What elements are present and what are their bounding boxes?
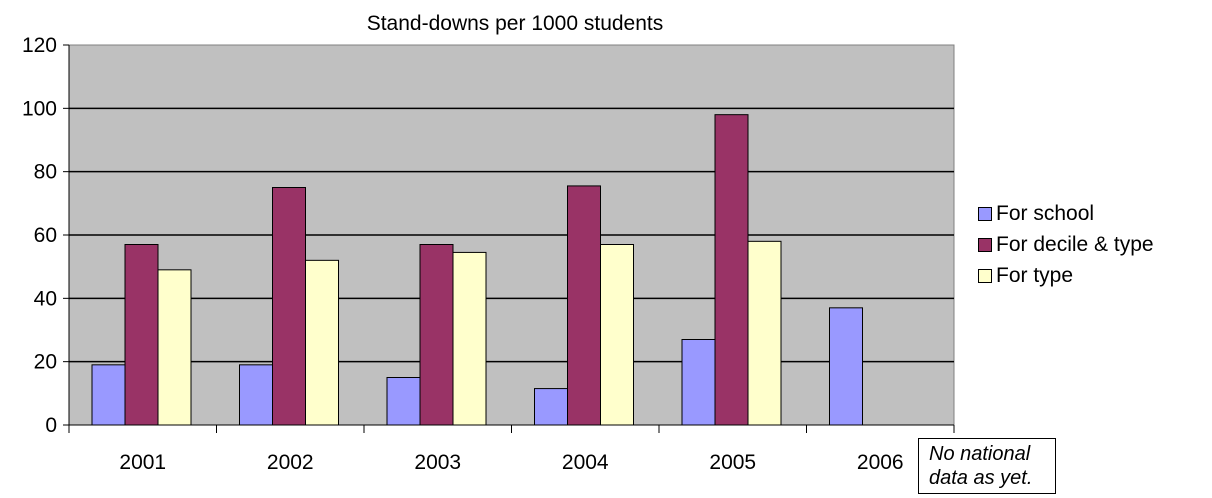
axes: 0 20 40 60 80 100 120 2001 2002 2003 2004 2005 2006	[22, 34, 955, 474]
legend-label-for-type: For type	[996, 263, 1074, 287]
legend-swatch-for-type	[978, 268, 992, 283]
y-tick-label: 60	[34, 224, 57, 247]
bar-for-school-2004	[534, 388, 568, 426]
x-tick-label: 2002	[267, 451, 314, 474]
legend-label-for-decile-type: For decile & type	[996, 232, 1154, 256]
legend-item-for-type: For type	[978, 260, 1154, 291]
x-tick-label: 2006	[857, 451, 904, 474]
x-tick-label: 2005	[709, 451, 756, 474]
bar-for-decile-type-2001	[124, 244, 159, 426]
chart-title: Stand-downs per 1000 students	[367, 12, 664, 35]
legend-swatch-for-school	[978, 206, 992, 221]
y-tick-label: 80	[34, 161, 57, 184]
y-tick-label: 0	[45, 414, 57, 437]
bar-for-type-2001	[157, 269, 192, 426]
bars	[91, 114, 863, 426]
legend: For school For decile & type For type	[978, 198, 1154, 291]
x-tick-label: 2003	[414, 451, 461, 474]
bar-for-decile-type-2004	[567, 185, 601, 426]
bar-for-school-2005	[681, 339, 716, 426]
bar-for-type-2005	[747, 240, 782, 426]
legend-swatch-for-decile-type	[978, 237, 992, 252]
bar-for-school-2002	[239, 364, 273, 426]
bar-for-decile-type-2003	[419, 244, 454, 426]
legend-item-for-school: For school	[978, 198, 1154, 229]
bar-for-school-2006	[829, 307, 863, 426]
bar-for-school-2003	[386, 377, 421, 426]
no-data-note: No national data as yet.	[918, 438, 1056, 494]
bar-for-school-2001	[91, 364, 126, 426]
y-tick-label: 100	[22, 97, 57, 120]
gridlines	[69, 107, 954, 363]
bar-for-decile-type-2002	[272, 187, 306, 426]
y-tick-label: 20	[34, 351, 57, 374]
bar-for-type-2002	[305, 259, 339, 426]
x-tick-label: 2001	[119, 451, 166, 474]
legend-item-for-decile-type: For decile & type	[978, 229, 1154, 260]
bar-for-type-2004	[600, 244, 634, 426]
y-tick-label: 120	[22, 34, 57, 57]
x-tick-label: 2004	[562, 451, 609, 474]
y-tick-label: 40	[34, 287, 57, 310]
legend-label-for-school: For school	[996, 201, 1095, 225]
bar-for-decile-type-2005	[714, 114, 749, 426]
bar-for-type-2003	[452, 251, 487, 426]
